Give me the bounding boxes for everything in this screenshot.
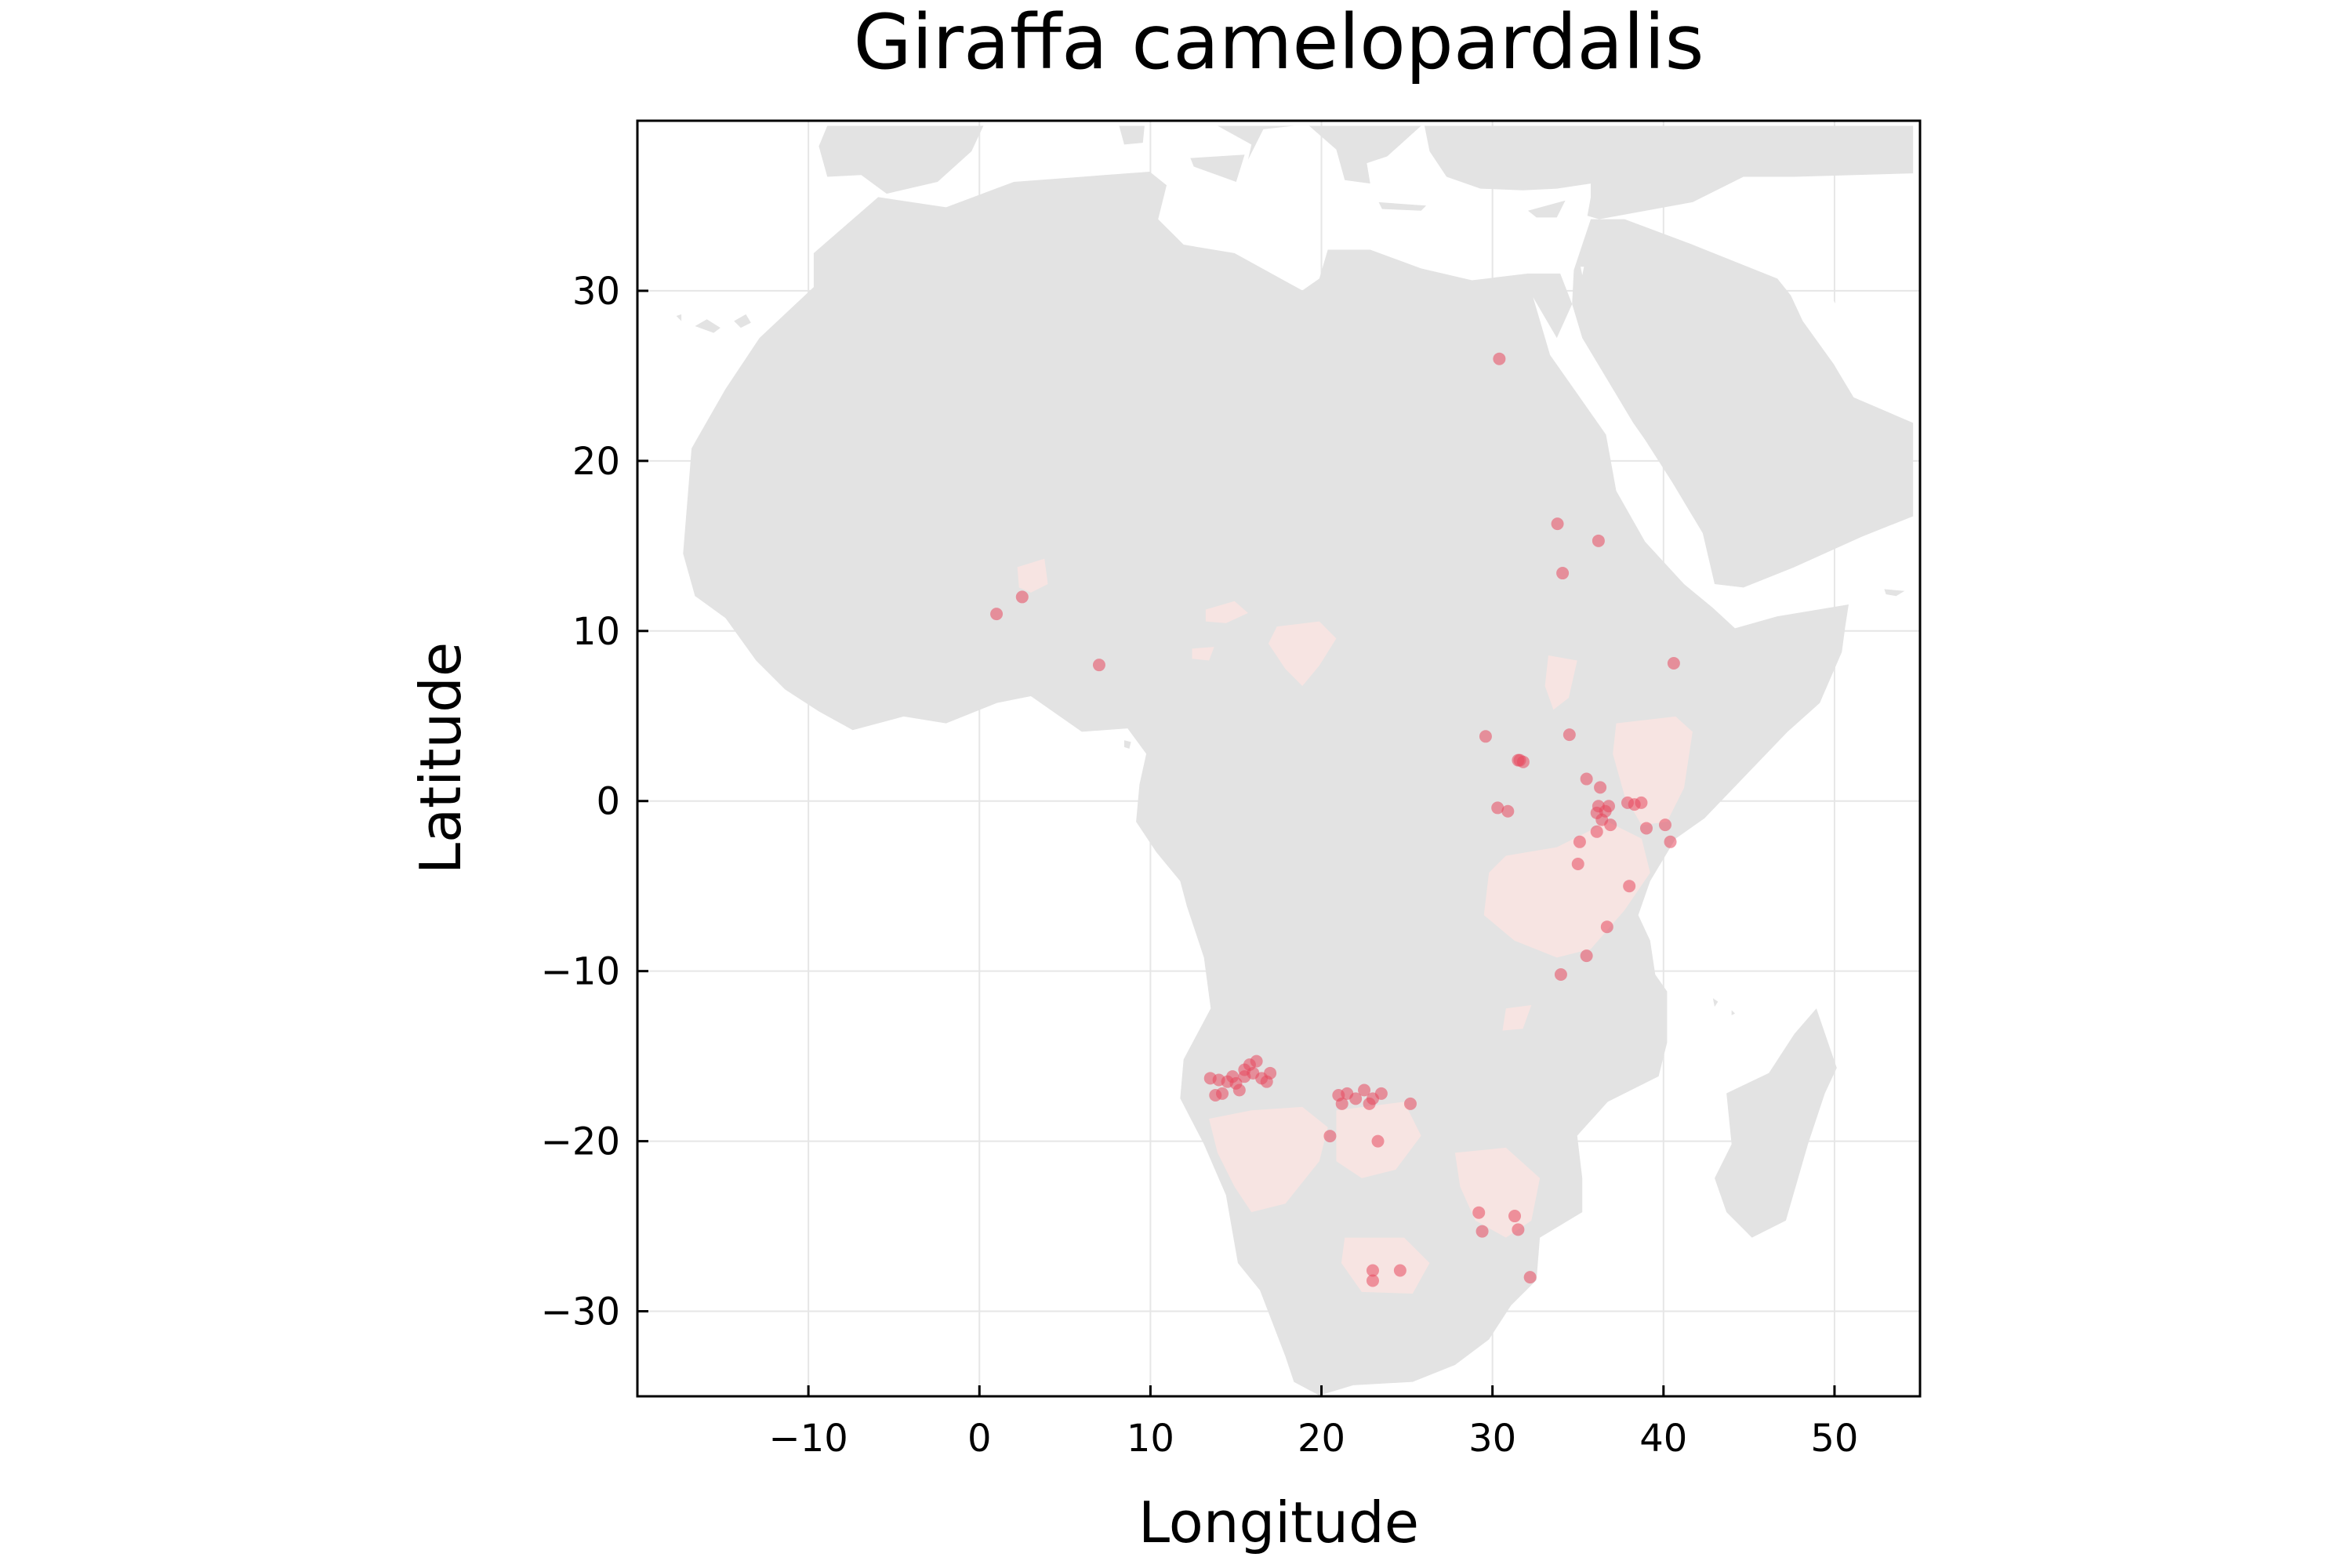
occurrence-point (1580, 949, 1593, 963)
occurrence-point (1493, 352, 1506, 365)
x-tick-label: 0 (967, 1417, 992, 1461)
occurrence-point (990, 608, 1004, 621)
occurrence-point (1573, 835, 1586, 848)
x-tick-label: 40 (1639, 1417, 1687, 1461)
occurrence-point (1501, 804, 1515, 818)
plot-title: Giraffa camelopardalis (853, 0, 1704, 86)
turkey-land (1424, 125, 1914, 220)
persian-gulf-water (1791, 292, 1914, 397)
axis-ticks: −10 0 10 20 30 40 50 −30 −20 −10 0 10 20 30 (541, 270, 1859, 1461)
africa-land (683, 171, 1849, 1396)
range-region (1613, 716, 1693, 826)
occurrence-point (1374, 1087, 1388, 1100)
occurrence-point (1664, 835, 1677, 848)
occurrence-point (1403, 1097, 1417, 1110)
occurrence-point (1590, 825, 1603, 838)
balkan-land (1308, 125, 1421, 184)
bioko-land (1123, 740, 1131, 750)
occurrence-points (990, 352, 1680, 1287)
socotra-land (1884, 589, 1905, 597)
range-region (1268, 621, 1337, 686)
y-tick-label: 20 (572, 440, 620, 484)
occurrence-point (1658, 818, 1671, 832)
occurrence-point (1260, 1075, 1273, 1088)
crete-land (1378, 201, 1427, 211)
canary-islands-land (676, 314, 751, 333)
occurrence-point (1335, 1097, 1348, 1110)
occurrence-point (1232, 1083, 1246, 1097)
italy-land (1149, 125, 1294, 160)
occurrence-point (1667, 657, 1680, 670)
y-tick-label: 10 (572, 610, 620, 654)
occurrence-point (1015, 590, 1029, 604)
x-tick-label: −10 (768, 1417, 848, 1461)
occurrence-point (1349, 1092, 1363, 1105)
occurrence-point (1571, 857, 1584, 870)
arabia-land (1572, 219, 1914, 588)
occurrence-point (1358, 1083, 1371, 1097)
occurrence-point (1366, 1264, 1379, 1277)
y-tick-label: −20 (541, 1120, 620, 1164)
range-region (1017, 558, 1048, 593)
y-tick-label: 0 (596, 780, 620, 824)
x-tick-label: 30 (1468, 1417, 1516, 1461)
occurrence-point (1523, 1271, 1537, 1284)
range-region (1544, 655, 1577, 710)
sicily-land (1190, 154, 1245, 182)
occurrence-point (1513, 753, 1526, 767)
occurrence-point (1209, 1089, 1222, 1102)
occurrence-point (1635, 796, 1648, 809)
occurrence-point (1592, 534, 1605, 547)
occurrence-point (1250, 1054, 1263, 1068)
comoros-land (1712, 998, 1735, 1015)
europe-land (818, 125, 984, 194)
occurrence-point (1226, 1070, 1240, 1083)
y-tick-label: −10 (541, 950, 620, 994)
y-tick-label: −30 (541, 1290, 620, 1334)
occurrence-point (1512, 1223, 1525, 1236)
occurrence-point (1508, 1210, 1522, 1223)
occurrence-point (1604, 818, 1617, 832)
madagascar-land (1715, 1008, 1837, 1238)
range-region (1205, 601, 1248, 623)
occurrence-point (1475, 1225, 1489, 1238)
occurrence-point (1323, 1130, 1337, 1143)
range-region (1341, 1237, 1430, 1294)
occurrence-point (1363, 1097, 1376, 1110)
occurrence-point (1639, 822, 1653, 835)
y-axis-title: Latitude (408, 642, 474, 874)
occurrence-point (1393, 1264, 1406, 1277)
y-tick-label: 30 (572, 270, 620, 314)
occurrence-point (1366, 1274, 1379, 1287)
x-tick-label: 10 (1127, 1417, 1174, 1461)
sardinia-land (1119, 125, 1145, 145)
occurrence-point (1491, 801, 1504, 815)
occurrence-point (1092, 659, 1105, 672)
range-region (1192, 647, 1214, 661)
cyprus-land (1527, 200, 1566, 218)
occurrence-point (1551, 517, 1564, 531)
occurrence-point (1479, 730, 1492, 743)
occurrence-point (1594, 781, 1607, 794)
x-tick-label: 50 (1810, 1417, 1858, 1461)
x-axis-title: Longitude (1138, 1490, 1419, 1555)
x-tick-label: 20 (1298, 1417, 1345, 1461)
occurrence-point (1563, 728, 1576, 742)
occurrence-point (1623, 880, 1636, 893)
occurrence-point (1554, 968, 1567, 982)
occurrence-point (1580, 772, 1593, 786)
range-region (1502, 1004, 1532, 1031)
occurrence-point (1472, 1206, 1486, 1219)
occurrence-point (1556, 567, 1570, 580)
dead-sea-water (1581, 267, 1584, 276)
basemap (676, 125, 1914, 1396)
range-region (1209, 1106, 1328, 1213)
occurrence-point (1238, 1063, 1251, 1076)
plot-frame (636, 119, 1922, 1398)
occurrence-point (1371, 1134, 1385, 1148)
occurrence-point (1600, 920, 1613, 934)
